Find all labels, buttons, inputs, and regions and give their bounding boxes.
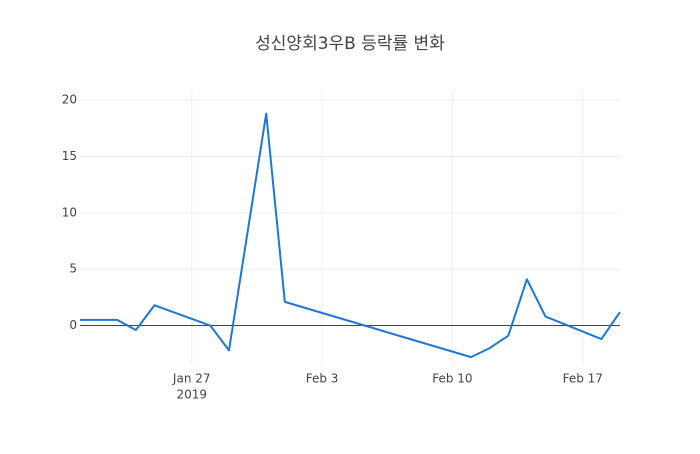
x-tick-year: 2019	[176, 388, 207, 402]
chart-title: 성신양회3우B 등락률 변화	[255, 34, 445, 54]
y-tick-label: 0	[69, 318, 77, 332]
x-tick-label: Feb 3	[306, 372, 339, 386]
y-tick-label: 5	[69, 262, 77, 276]
y-tick-label: 15	[62, 149, 77, 163]
x-tick-label: Feb 17	[563, 372, 603, 386]
x-tick-label: Jan 27	[172, 372, 211, 386]
x-tick-label: Feb 10	[432, 372, 472, 386]
y-tick-label: 20	[62, 93, 77, 107]
y-tick-label: 10	[62, 205, 77, 219]
line	[80, 112, 621, 359]
